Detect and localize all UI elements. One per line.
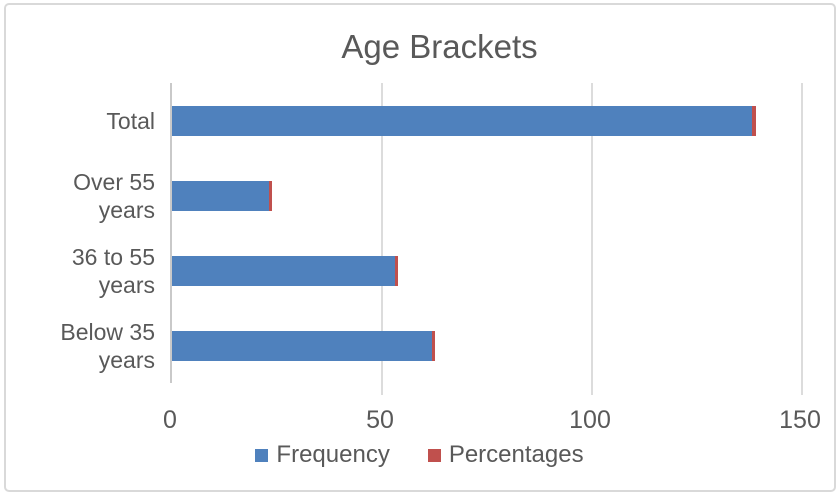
x-tick-label: 0 [163,406,177,434]
bar-row-over-55 [172,158,800,233]
category-label-36-to-55: 36 to 55 years [71,243,155,298]
legend: Frequency Percentages [0,441,839,469]
bar-row-36-to-55 [172,233,800,308]
legend-label-percentages: Percentages [448,441,584,468]
category-row: Over 55 years [35,158,155,233]
x-tick-label: 50 [366,406,394,434]
gridline [591,83,593,395]
percentages-bar-below-35[interactable] [432,330,436,361]
bar-row-total [172,83,800,158]
category-row: Total [35,83,155,158]
frequency-bar-below-35[interactable] [172,330,433,361]
category-axis[interactable]: Total Over 55 years 36 to 55 years Below… [35,83,155,383]
gridlines [172,83,803,395]
legend-item-percentages[interactable]: Percentages [427,441,584,469]
category-row: Below 35 years [35,308,155,383]
plot-area[interactable] [170,83,803,395]
percentages-bar-over-55[interactable] [268,180,272,211]
frequency-bar-total[interactable] [172,105,752,136]
percentages-swatch-icon [427,448,441,462]
gridline [801,83,803,395]
category-row: 36 to 55 years [35,233,155,308]
bar-rows [172,83,800,383]
legend-label-frequency: Frequency [276,441,390,468]
percentages-bar-total[interactable] [751,105,756,136]
value-axis[interactable]: 0 50 100 150 [163,406,821,438]
category-label-below-35: Below 35 years [60,318,155,373]
category-label-total: Total [106,107,155,134]
frequency-swatch-icon [255,448,269,462]
chart-title[interactable]: Age Brackets [341,28,538,65]
category-label-over-55: Over 55 years [73,168,155,223]
bar-row-below-35 [172,308,800,383]
gridline [381,83,383,395]
frequency-bar-over-55[interactable] [172,180,269,211]
x-tick-label: 100 [569,406,611,434]
percentages-bar-36-to-55[interactable] [394,255,398,286]
legend-item-frequency[interactable]: Frequency [255,441,390,469]
frequency-bar-36-to-55[interactable] [172,255,395,286]
x-tick-label: 150 [779,406,821,434]
chart-frame[interactable] [4,3,836,492]
